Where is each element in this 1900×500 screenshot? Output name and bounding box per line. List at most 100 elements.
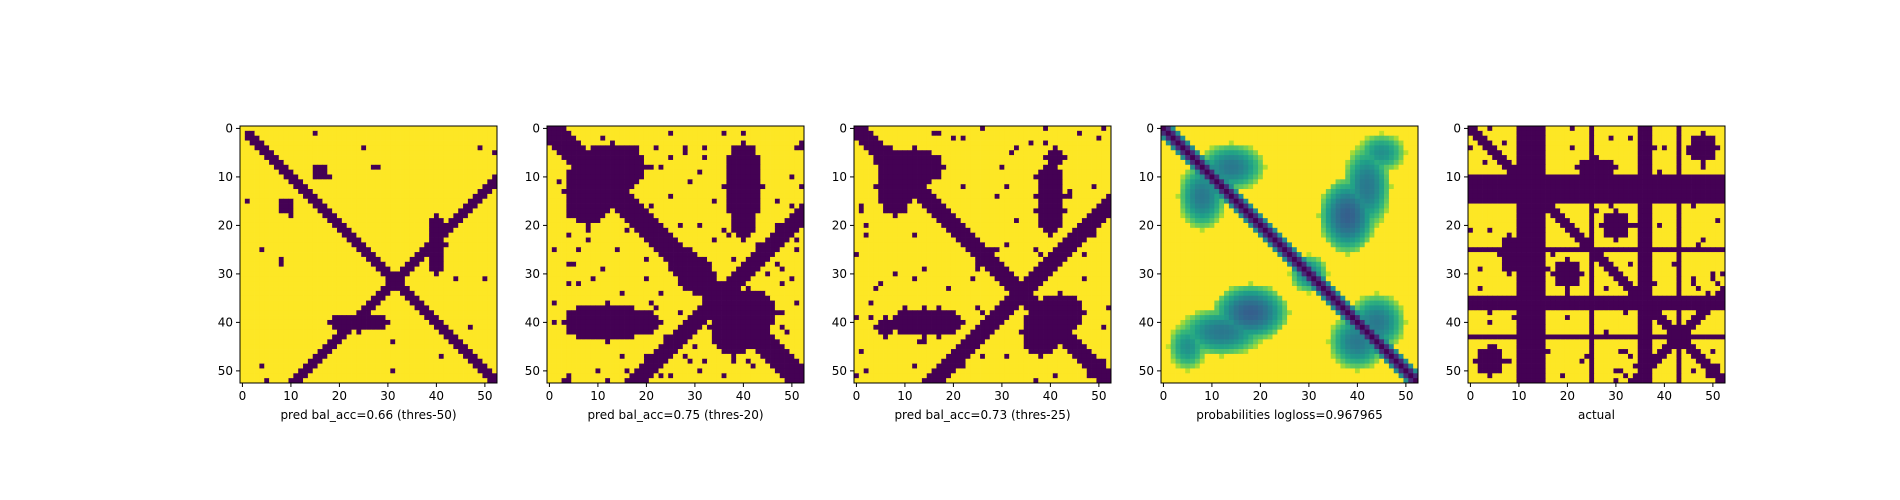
heatmap-cell [648, 140, 655, 146]
heatmap-cell [278, 266, 284, 272]
heatmap-cell [492, 184, 498, 190]
heatmap-cell [610, 198, 616, 204]
heatmap-cell [458, 256, 464, 263]
heatmap-cell [424, 319, 430, 326]
heatmap-cell [303, 324, 309, 331]
heatmap-cell [259, 198, 265, 204]
heatmap-cell [443, 373, 449, 379]
heatmap-cell [400, 266, 406, 272]
heatmap-cell [648, 319, 655, 326]
heatmap-cell [740, 140, 747, 146]
heatmap-cell [702, 218, 708, 224]
heatmap-cell [707, 150, 713, 156]
heatmap-cell [482, 349, 488, 355]
heatmap-cell [361, 358, 367, 364]
heatmap-cell [278, 339, 284, 345]
heatmap-cell [648, 164, 655, 170]
heatmap-cell [653, 276, 659, 282]
heatmap-cell [438, 169, 445, 175]
heatmap-cell [375, 266, 381, 272]
heatmap-cell [547, 261, 553, 267]
heatmap-cell [395, 150, 401, 156]
heatmap-cell [677, 266, 684, 272]
heatmap-cell [327, 237, 333, 243]
heatmap-cell [419, 261, 425, 267]
heatmap-cell [610, 261, 616, 267]
heatmap-cell [269, 261, 275, 267]
heatmap-cell [288, 159, 294, 166]
heatmap-cell [585, 164, 591, 170]
heatmap-cell [273, 184, 280, 190]
heatmap-cell [770, 145, 776, 151]
heatmap-cell [702, 256, 708, 263]
heatmap-cell [721, 281, 727, 287]
heatmap-cell [765, 179, 771, 185]
heatmap-cell [610, 227, 616, 234]
heatmap-cell [361, 130, 367, 137]
heatmap-cell [760, 276, 766, 282]
heatmap-cell [327, 126, 333, 132]
heatmap-cell [770, 164, 776, 170]
heatmap-cell [663, 150, 669, 156]
heatmap-cell [336, 213, 343, 219]
heatmap-cell [346, 315, 352, 321]
heatmap-cell [590, 227, 596, 234]
heatmap-cell [624, 319, 630, 326]
heatmap-cell [429, 252, 435, 258]
heatmap-cell [293, 213, 299, 219]
heatmap-cell [312, 193, 318, 200]
heatmap-cell [438, 344, 445, 350]
heatmap-cell [692, 252, 698, 258]
heatmap-cell [390, 159, 396, 166]
heatmap-cell [731, 159, 737, 166]
heatmap-cell [293, 130, 299, 137]
heatmap-cell [770, 198, 776, 204]
heatmap-cell [317, 213, 323, 219]
heatmap-cell [472, 368, 478, 374]
heatmap-cell [458, 150, 464, 156]
heatmap-cell [429, 189, 435, 195]
heatmap-cell [332, 363, 338, 369]
heatmap-cell [448, 310, 454, 316]
heatmap-cell [774, 174, 781, 180]
heatmap-cell [472, 252, 478, 258]
heatmap-cell [619, 281, 625, 287]
heatmap-cell [605, 150, 611, 156]
heatmap-cell [409, 295, 415, 301]
heatmap-cell [414, 368, 420, 374]
heatmap-cell [721, 286, 727, 292]
heatmap-cell [283, 349, 289, 355]
heatmap-cell [448, 232, 454, 238]
heatmap-cell [576, 261, 582, 267]
heatmap-cell [356, 208, 362, 214]
heatmap-cell [755, 198, 761, 204]
heatmap-cell [375, 140, 381, 146]
heatmap-cell [692, 169, 698, 175]
heatmap-cell [424, 373, 430, 379]
heatmap-cell [740, 169, 747, 175]
heatmap-cell [458, 319, 464, 326]
heatmap-cell [448, 363, 454, 369]
heatmap-cell [264, 315, 270, 321]
heatmap-cell [624, 237, 630, 243]
heatmap-cell [273, 310, 280, 316]
heatmap-cell [429, 334, 435, 340]
heatmap-cell [361, 247, 367, 253]
heatmap-cell [438, 286, 445, 292]
heatmap-cell [264, 130, 270, 137]
heatmap-cell [351, 256, 357, 263]
heatmap-cell [259, 155, 265, 161]
heatmap-cell [721, 126, 727, 132]
heatmap-cell [600, 222, 606, 229]
heatmap-cell [610, 179, 616, 185]
heatmap-cell [624, 252, 630, 258]
heatmap-cell [370, 174, 377, 180]
heatmap-cell [571, 266, 577, 272]
heatmap-cell [477, 310, 483, 316]
heatmap-cell [317, 329, 323, 335]
heatmap-cell [595, 150, 601, 156]
heatmap-cell [629, 140, 635, 146]
heatmap-cell [438, 310, 445, 316]
heatmap-cell [760, 203, 766, 209]
heatmap-cell [663, 276, 669, 282]
